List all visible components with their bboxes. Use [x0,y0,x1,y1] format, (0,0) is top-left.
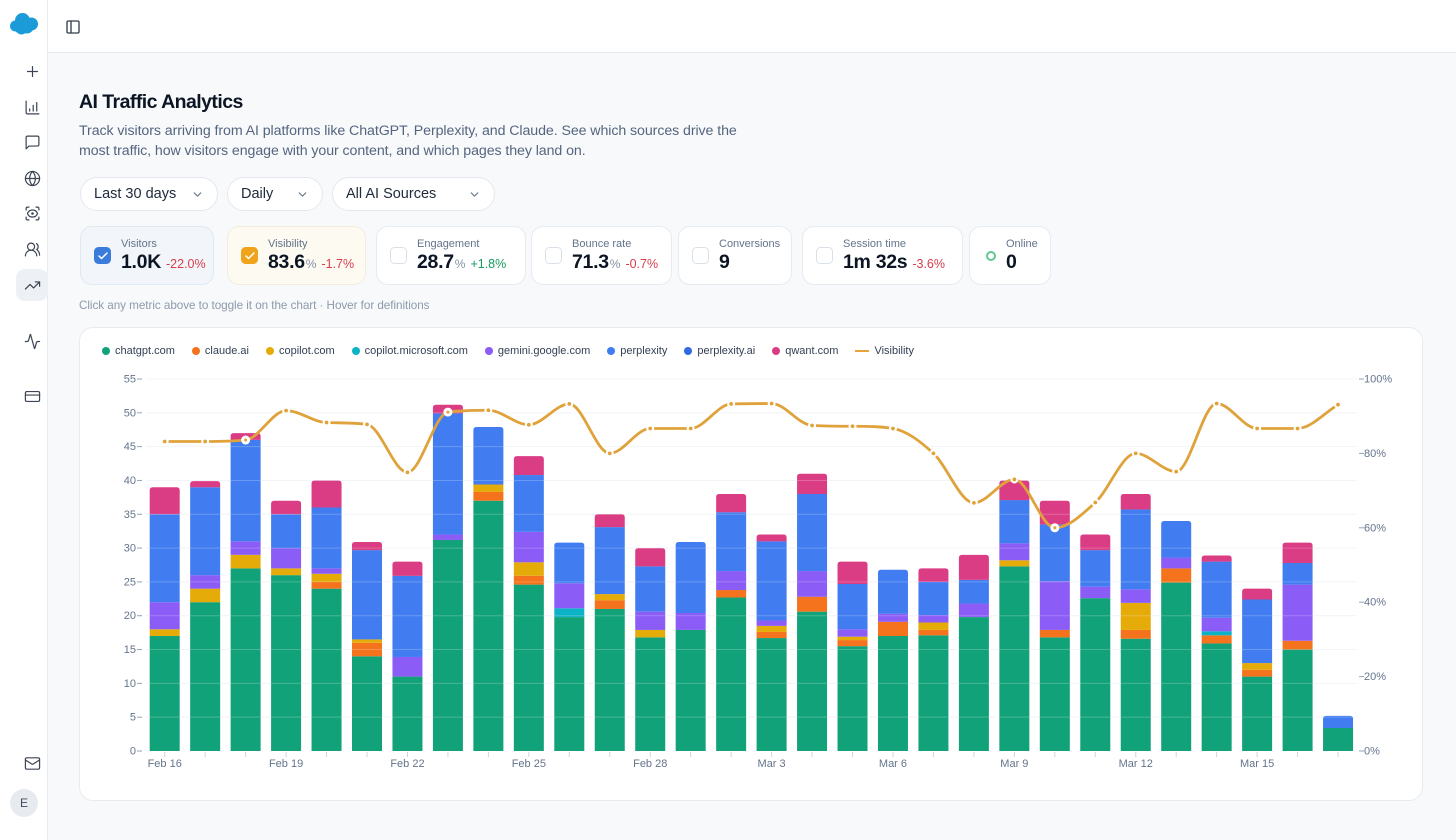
svg-text:80%: 80% [1364,448,1386,460]
svg-text:Mar 12: Mar 12 [1119,758,1153,770]
svg-text:5: 5 [130,712,136,724]
svg-text:Feb 16: Feb 16 [148,758,182,770]
svg-text:35: 35 [124,509,136,521]
svg-text:Mar 6: Mar 6 [879,758,907,770]
svg-text:Feb 25: Feb 25 [512,758,546,770]
svg-text:60%: 60% [1364,522,1386,534]
svg-text:30: 30 [124,543,136,555]
svg-text:Feb 28: Feb 28 [633,758,667,770]
svg-text:Feb 22: Feb 22 [390,758,424,770]
svg-text:10: 10 [124,678,136,690]
svg-text:Mar 15: Mar 15 [1240,758,1274,770]
svg-text:Feb 19: Feb 19 [269,758,303,770]
svg-text:25: 25 [124,576,136,588]
svg-text:55: 55 [124,374,136,386]
svg-text:20%: 20% [1364,671,1386,683]
svg-text:20: 20 [124,610,136,622]
svg-text:100%: 100% [1364,374,1392,386]
svg-text:0%: 0% [1364,746,1380,758]
svg-text:15: 15 [124,644,136,656]
svg-text:40%: 40% [1364,597,1386,609]
svg-text:0: 0 [130,746,136,758]
svg-text:Mar 3: Mar 3 [758,758,786,770]
svg-text:Mar 9: Mar 9 [1000,758,1028,770]
svg-text:40: 40 [124,475,136,487]
svg-text:45: 45 [124,441,136,453]
svg-text:50: 50 [124,407,136,419]
